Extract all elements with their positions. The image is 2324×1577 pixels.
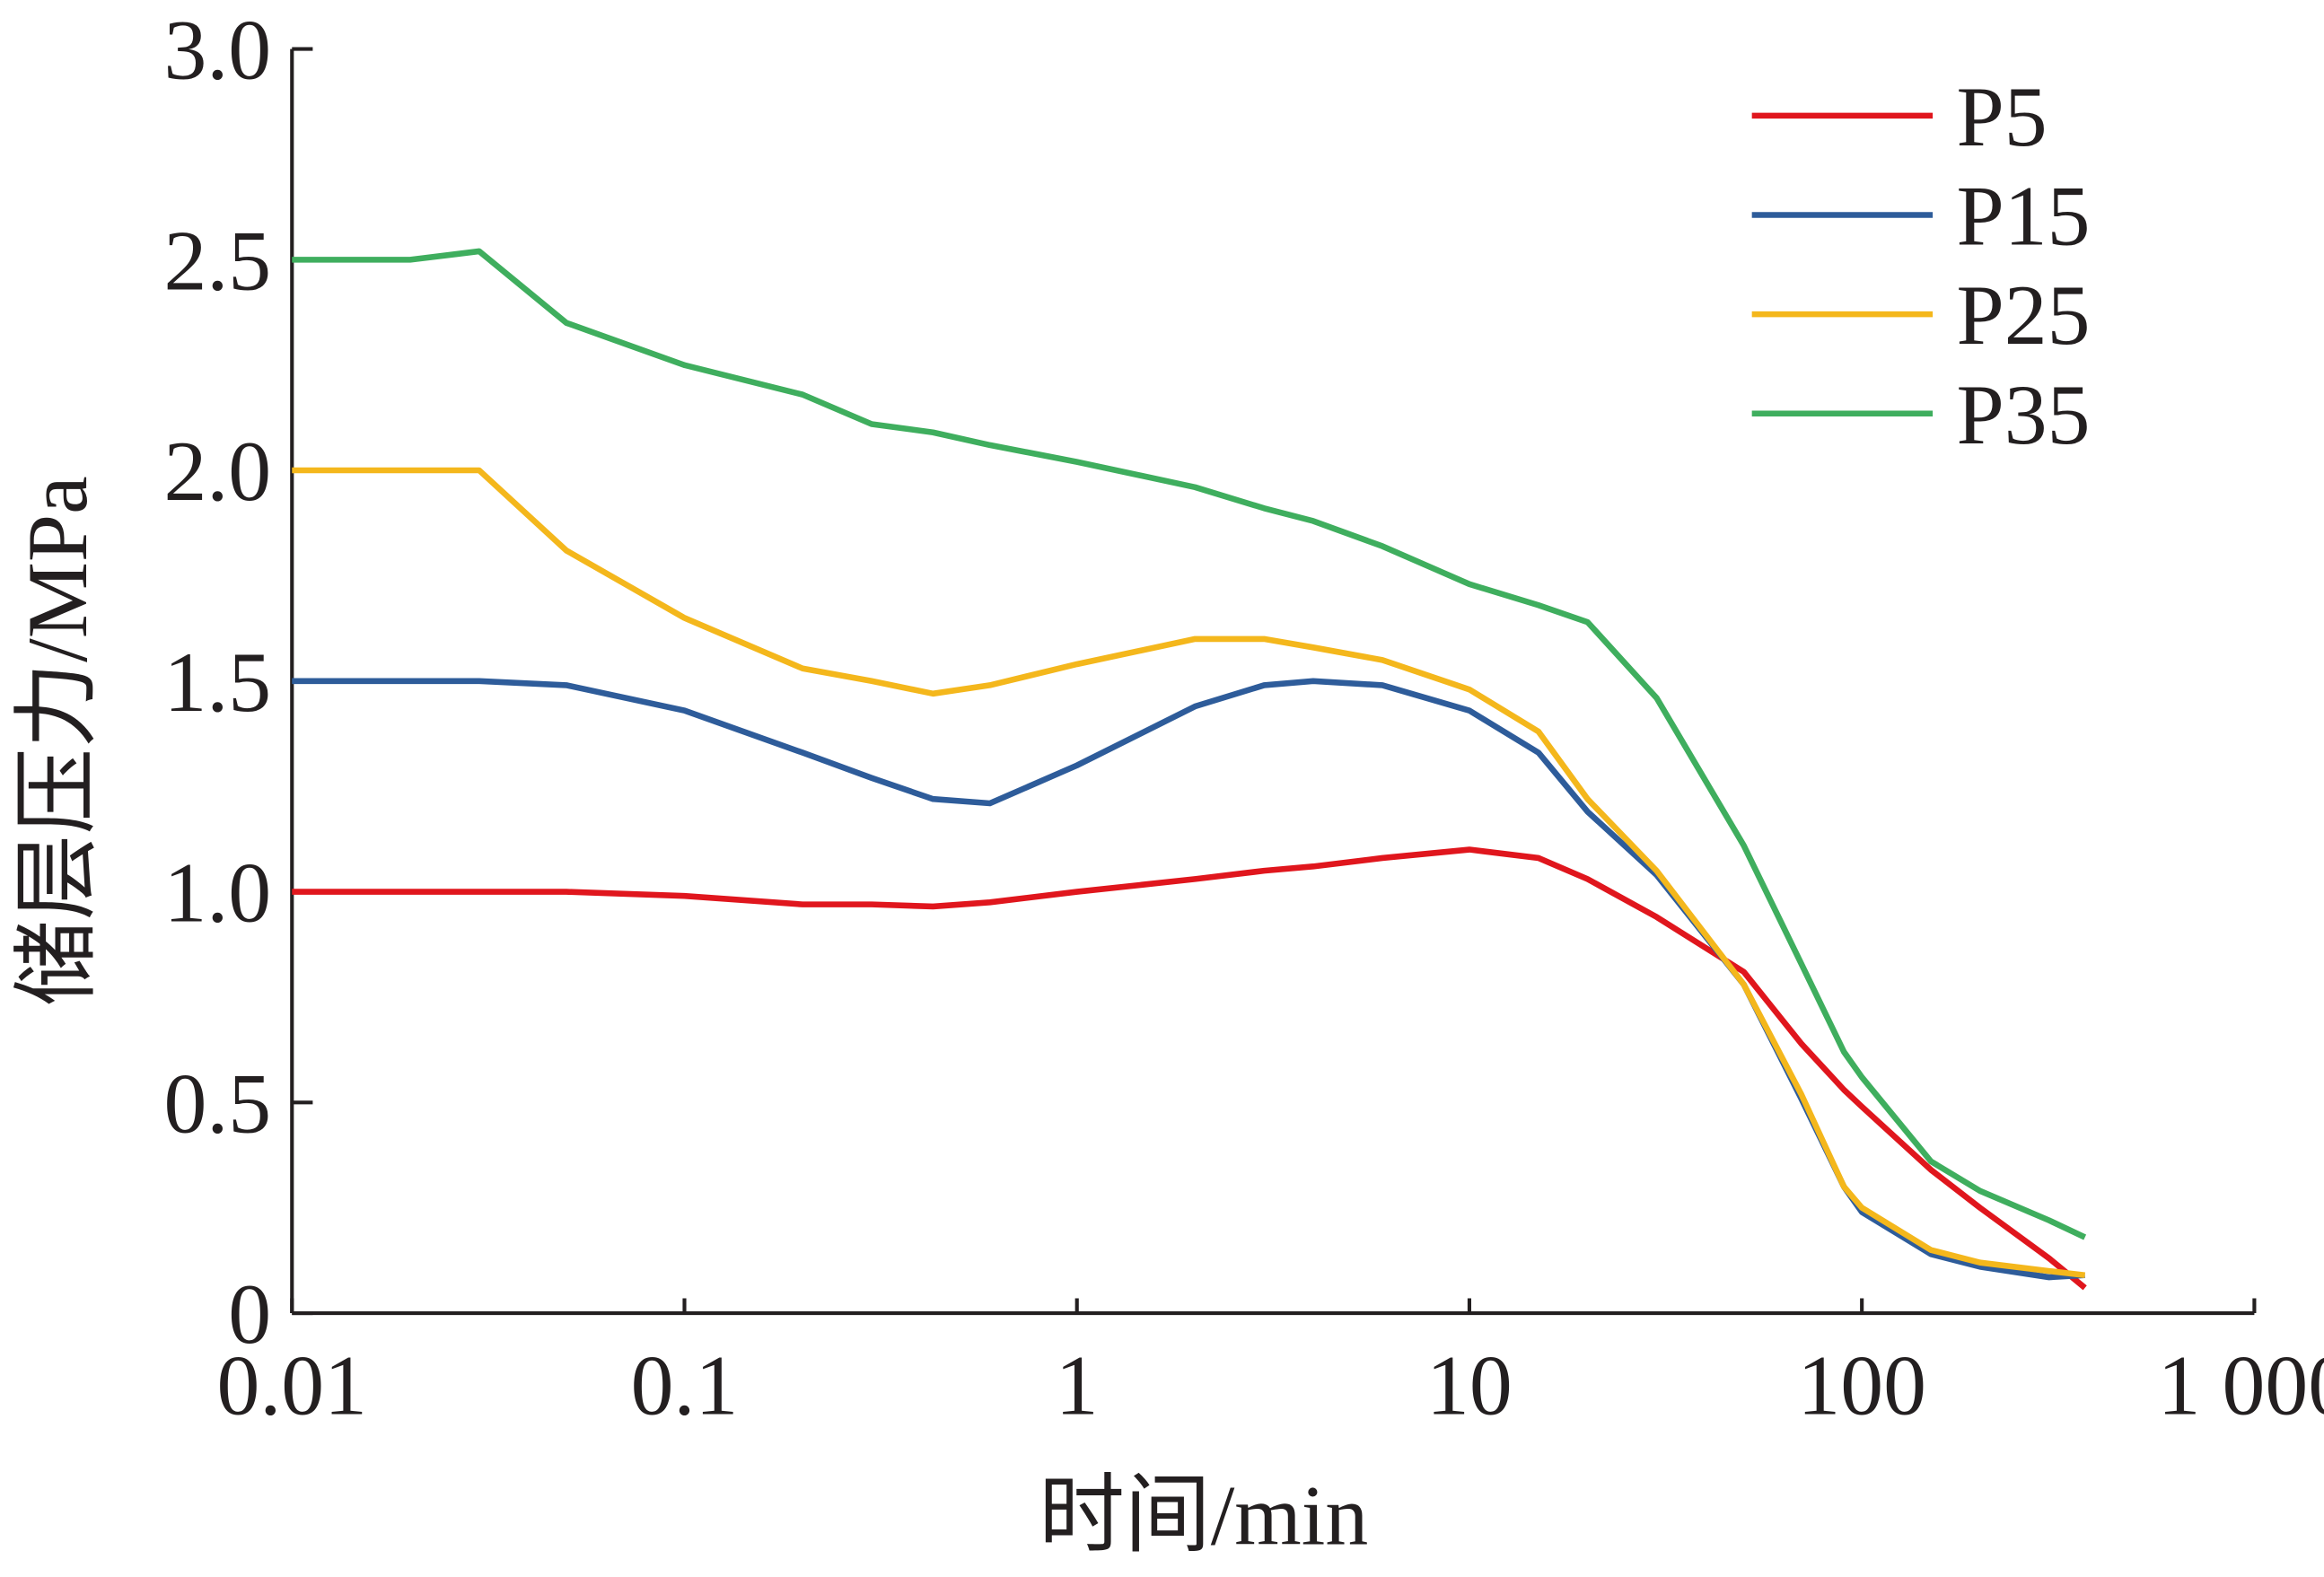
legend-label: P25 — [1957, 267, 2091, 363]
legend-label: P5 — [1957, 69, 2048, 164]
series-line — [292, 467, 2086, 1279]
series-line — [292, 678, 2085, 1281]
y-tick-label: 3.0 — [163, 3, 271, 98]
legend-label: P15 — [1957, 169, 2091, 264]
series-line — [292, 846, 2087, 1291]
legend-label: P35 — [1957, 367, 2091, 462]
x-tick-label: 10 — [1426, 1337, 1513, 1432]
y-tick-label: 0.5 — [163, 1056, 271, 1151]
y-tick-label: 1.5 — [163, 635, 271, 730]
x-tick-label: 1 000 — [2158, 1337, 2324, 1432]
y-axis-label: 储层压力/MPa — [10, 476, 105, 1005]
series-line — [292, 248, 2087, 1240]
x-tick-label: 100 — [1797, 1337, 1926, 1432]
x-axis-label: 时间/min — [1039, 1468, 1368, 1564]
x-tick-label: 0.1 — [631, 1337, 739, 1432]
y-tick-label: 0 — [228, 1266, 271, 1362]
y-tick-label: 2.0 — [163, 424, 271, 519]
x-tick-label: 0.01 — [216, 1337, 367, 1432]
x-tick-label: 1 — [1056, 1337, 1099, 1432]
y-tick-label: 1.0 — [163, 845, 271, 941]
y-tick-label: 2.5 — [163, 213, 271, 308]
